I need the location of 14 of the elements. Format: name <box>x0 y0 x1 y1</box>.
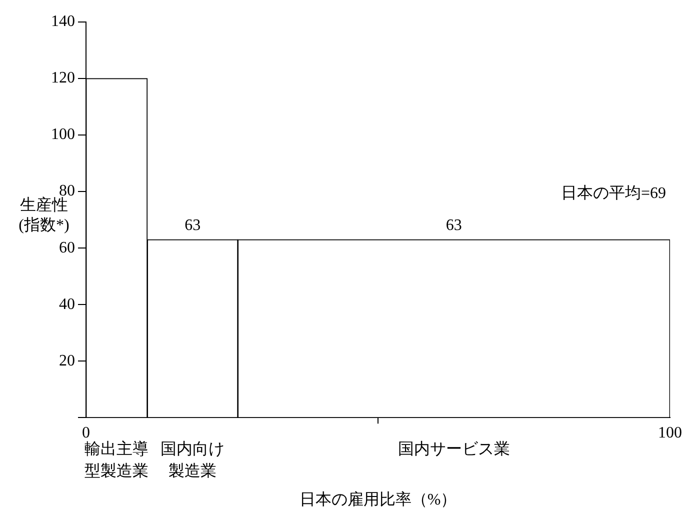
category-label: 輸出主導型製造業 <box>84 440 149 480</box>
data-label: 63 <box>446 216 462 234</box>
x-tick-label: 0 <box>82 424 90 442</box>
x-axis-title: 日本の雇用比率（%） <box>299 490 457 509</box>
y-tick-label: 140 <box>51 13 75 30</box>
category-label: 国内向け製造業 <box>160 440 225 480</box>
y-tick-label: 40 <box>59 296 75 313</box>
y-tick-label: 100 <box>51 126 75 144</box>
y-tick-label: 120 <box>51 70 75 87</box>
category-label: 国内サービス業 <box>398 440 510 458</box>
data-label: 63 <box>184 216 201 234</box>
y-tick-label: 20 <box>59 352 75 370</box>
annotation: 日本の平均=69 <box>560 184 666 202</box>
y-tick-label: 60 <box>59 239 75 256</box>
